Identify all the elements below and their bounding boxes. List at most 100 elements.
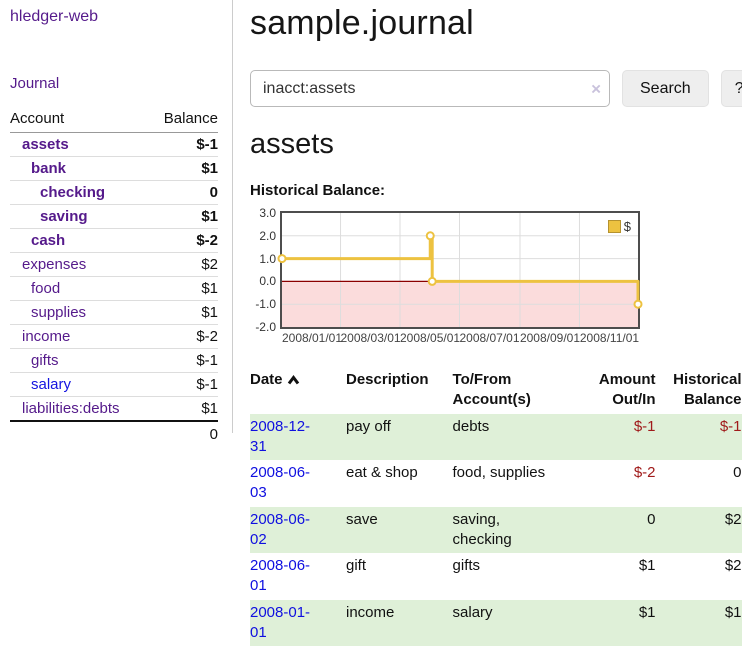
- account-balance: $-1: [149, 349, 218, 373]
- search-input-wrapper: ×: [250, 70, 610, 107]
- accounts-total-row: 0: [10, 421, 218, 446]
- search-input[interactable]: [250, 70, 610, 107]
- transaction-description: eat & shop: [346, 460, 453, 507]
- account-row: liabilities:debts $1: [10, 397, 218, 422]
- account-row: cash$-2: [10, 229, 218, 253]
- account-column-header: Account: [10, 107, 149, 133]
- transaction-balance: $2: [656, 553, 742, 600]
- account-heading: assets: [250, 128, 742, 161]
- account-balance: $1: [149, 205, 218, 229]
- account-row: supplies $1: [10, 301, 218, 325]
- transaction-balance: $1: [656, 600, 742, 646]
- transaction-description: income: [346, 600, 453, 646]
- transaction-description: save: [346, 507, 453, 554]
- chart-x-tick-label: 2008/11/01: [580, 331, 639, 345]
- sidebar: hledger-web Journal Account Balance asse…: [0, 0, 233, 433]
- account-row: salary $-1: [10, 373, 218, 397]
- balance-column-header[interactable]: Historical Balance: [656, 368, 742, 414]
- accounts-table-header-row: Account Balance: [10, 107, 218, 133]
- sidebar-account-link[interactable]: salary: [31, 376, 71, 393]
- transaction-balance: 0: [656, 460, 742, 507]
- sidebar-account-link[interactable]: food: [31, 280, 60, 297]
- chart-plot-area: $: [280, 211, 640, 329]
- transaction-description: gift: [346, 553, 453, 600]
- account-balance: $1: [149, 157, 218, 181]
- amount-column-header[interactable]: Amount Out/In: [583, 368, 656, 414]
- chart-x-tick-label: 2008/05/01: [400, 331, 460, 345]
- transaction-date-link[interactable]: 2008-12-31: [250, 418, 310, 455]
- sidebar-account-link[interactable]: income: [22, 328, 70, 345]
- help-button[interactable]: ?: [721, 70, 742, 107]
- sidebar-account-link[interactable]: assets: [22, 136, 69, 153]
- chart-y-tick-label: -2.0: [250, 320, 276, 334]
- account-row: gifts $-1: [10, 349, 218, 373]
- account-balance: $-2: [149, 325, 218, 349]
- transaction-date-link[interactable]: 2008-06-03: [250, 464, 310, 501]
- app-title-link[interactable]: hledger-web: [10, 8, 98, 26]
- account-row: food$1: [10, 277, 218, 301]
- transaction-accounts: food, supplies: [453, 460, 583, 507]
- chart-y-tick-label: 0.0: [250, 274, 276, 288]
- chart-x-tick-label: 2008/09/01: [520, 331, 580, 345]
- accounts-table: Account Balance assets $-1 bank $1 checking 0…: [10, 107, 218, 446]
- transaction-balance: $2: [656, 507, 742, 554]
- transaction-description: pay off: [346, 414, 453, 461]
- chart-legend: $: [606, 218, 633, 235]
- sidebar-account-link[interactable]: cash: [31, 232, 65, 249]
- sidebar-account-link[interactable]: bank: [31, 160, 66, 177]
- transaction-accounts: saving, checking: [453, 507, 583, 554]
- account-balance: $1: [149, 397, 218, 422]
- sidebar-account-link[interactable]: saving: [40, 208, 88, 225]
- accounts-column-header[interactable]: To/From Account(s): [453, 368, 583, 414]
- account-balance: $2: [149, 253, 218, 277]
- search-bar: × Search ?: [250, 70, 742, 107]
- chart-x-tick-label: 2008/07/01: [459, 331, 519, 345]
- transaction-date-link[interactable]: 2008-06-01: [250, 557, 310, 594]
- account-row: saving $1: [10, 205, 218, 229]
- transaction-date-link[interactable]: 2008-01-01: [250, 604, 310, 641]
- sidebar-account-link[interactable]: expenses: [22, 256, 86, 273]
- sidebar-account-link[interactable]: supplies: [31, 304, 86, 321]
- sidebar-account-link[interactable]: checking: [40, 184, 105, 201]
- page-title: sample.journal: [250, 4, 742, 43]
- accounts-total-value: 0: [149, 421, 218, 446]
- description-column-header[interactable]: Description: [346, 368, 453, 414]
- sidebar-item-journal[interactable]: Journal: [10, 75, 59, 92]
- transactions-table: Date Description To/From Account(s) Amou…: [250, 368, 742, 646]
- transactions-header-row: Date Description To/From Account(s) Amou…: [250, 368, 742, 414]
- chart-y-tick-label: 2.0: [250, 229, 276, 243]
- legend-swatch-icon: [608, 220, 621, 233]
- transaction-balance: $-1: [656, 414, 742, 461]
- clear-search-icon[interactable]: ×: [591, 80, 601, 97]
- account-row: bank $1: [10, 157, 218, 181]
- account-row: income $-2: [10, 325, 218, 349]
- account-balance: $-1: [149, 373, 218, 397]
- transaction-accounts: gifts: [453, 553, 583, 600]
- account-balance: 0: [149, 181, 218, 205]
- sidebar-account-link[interactable]: gifts: [31, 352, 59, 369]
- chart-y-tick-label: 1.0: [250, 252, 276, 266]
- transaction-amount: $-1: [583, 414, 656, 461]
- date-column-header[interactable]: Date: [250, 368, 346, 414]
- main-content: sample.journal × Search ? assets Histori…: [233, 0, 742, 646]
- balance-column-header: Balance: [149, 107, 218, 133]
- account-row: checking 0: [10, 181, 218, 205]
- sidebar-account-link[interactable]: liabilities:debts: [22, 400, 120, 417]
- sort-ascending-icon: [287, 375, 300, 385]
- transaction-accounts: debts: [453, 414, 583, 461]
- account-balance: $1: [149, 301, 218, 325]
- transaction-amount: $-2: [583, 460, 656, 507]
- transaction-amount: $1: [583, 553, 656, 600]
- search-button[interactable]: Search: [622, 70, 709, 107]
- transaction-date-link[interactable]: 2008-06-02: [250, 511, 310, 548]
- transaction-accounts: salary: [453, 600, 583, 646]
- transaction-amount: 0: [583, 507, 656, 554]
